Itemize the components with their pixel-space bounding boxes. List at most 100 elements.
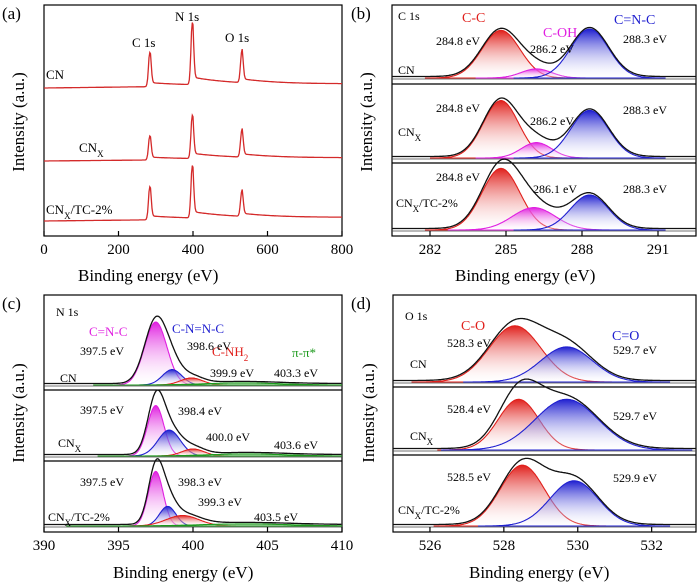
x-tick-label-d-1: 528: [493, 538, 516, 554]
peak-c-cn-4: 403.3 eV: [274, 366, 318, 380]
x-tick-label-b-3: 291: [647, 242, 670, 258]
x-tick-label-c-0: 390: [33, 538, 56, 554]
x-tick-label-d-2: 530: [567, 538, 590, 554]
y-axis-label-a: Intensity (a.u.): [9, 72, 28, 172]
x-ticks-b: 282 285 288 291: [419, 231, 670, 258]
sample-label-b-cnx-tc: CNX/TC-2%: [396, 196, 458, 214]
panel-label-a: (a): [2, 4, 21, 23]
x-axis-label-c: Binding energy (eV): [113, 563, 253, 582]
x-tick-label-c-4: 410: [331, 538, 354, 554]
envelope-d-1: [393, 378, 696, 450]
envelope-b-0: [392, 26, 696, 78]
peak-b-cnx-3: 288.3 eV: [623, 103, 667, 117]
peak-c-cnx-4: 403.6 eV: [274, 438, 318, 452]
peak-b-tc-2: 286.1 eV: [533, 182, 577, 196]
peak-b-tc-1: 284.8 eV: [436, 170, 480, 184]
envelope-b-2: [392, 158, 696, 230]
legend-c-c: C-C: [462, 11, 485, 26]
sample-label-d-cnx: CNX: [410, 429, 434, 447]
peak-c-tc-4: 403.5 eV: [254, 510, 298, 524]
sample-label-c-cnx-tc: CNX/TC-2%: [48, 510, 110, 528]
peak-b-1-2: [513, 109, 666, 159]
peak-d-tc-2: 529.9 eV: [613, 471, 657, 485]
legend-c-nh2: C-NH2: [212, 344, 248, 363]
peak-c-tc-1: 397.5 eV: [80, 475, 124, 489]
x-tick-label-a-4: 800: [331, 242, 354, 258]
y-axis-label-d: Intensity (a.u.): [359, 363, 378, 463]
sample-label-d-cnx-tc: CNX/TC-2%: [398, 503, 460, 521]
x-tick-label-b-0: 282: [419, 242, 442, 258]
fitted-peaks-c: [44, 315, 343, 528]
legend-c-o: C-O: [461, 319, 485, 334]
peak-b-cnx-2: 286.2 eV: [530, 114, 574, 128]
peak-label-o1s: O 1s: [225, 30, 249, 45]
sample-label-a-cnx-tc: CNX/TC-2%: [46, 202, 113, 221]
peak-d-1-1: [441, 398, 693, 451]
sample-label-b-cn: CN: [398, 63, 415, 77]
envelope-d-2: [393, 457, 696, 526]
x-ticks-a: 0 200 400 600 800: [40, 231, 353, 258]
envelope-d-0: [393, 317, 696, 382]
peak-d-0-1: [463, 346, 671, 383]
x-tick-label-a-3: 600: [256, 242, 279, 258]
x-ticks-d: 526 528 530 532: [419, 527, 663, 554]
panel-b: (b) 282 285 288 291 C 1s C-C C-OH C=N-C CN …: [351, 4, 697, 285]
x-tick-label-b-1: 285: [495, 242, 518, 258]
peak-b-cn-1: 284.8 eV: [436, 34, 480, 48]
peak-c-tc-3: 399.3 eV: [198, 495, 242, 509]
survey-spectrum-0: [44, 22, 342, 89]
fitted-peaks-d: [393, 317, 696, 528]
x-tick-label-b-2: 288: [571, 242, 594, 258]
peak-c-tc-2: 398.3 eV: [178, 475, 222, 489]
peak-b-cn-2: 286.2 eV: [530, 42, 574, 56]
fitted-peaks-b: [392, 26, 696, 232]
panel-label-d: (d): [351, 294, 371, 313]
plot-frame-b: [391, 4, 697, 237]
legend-c-oh: C-OH: [543, 26, 577, 41]
x-axis-label-b: Binding energy (eV): [455, 266, 595, 285]
x-tick-label-a-0: 0: [40, 242, 48, 258]
y-axis-label-c: Intensity (a.u.): [9, 363, 28, 463]
peak-c-cn-2: 398.6 eV: [187, 339, 231, 353]
region-label-c: N 1s: [56, 305, 79, 319]
peak-c-cn-3: 399.9 eV: [210, 366, 254, 380]
panel-label-c: (c): [2, 294, 21, 313]
x-axis-label-d: Binding energy (eV): [469, 563, 609, 582]
peak-c-cnx-3: 400.0 eV: [206, 430, 250, 444]
region-label-b: C 1s: [398, 9, 420, 23]
peak-b-2-2: [513, 194, 666, 231]
x-tick-label-a-2: 400: [182, 242, 205, 258]
peak-c-0-3: [93, 382, 343, 386]
peak-c-2-3: [66, 523, 343, 527]
region-label-d: O 1s: [405, 309, 428, 323]
x-tick-label-c-1: 395: [107, 538, 130, 554]
peak-d-cn-1: 528.3 eV: [447, 336, 491, 350]
peak-b-0-2: [513, 28, 666, 79]
legend-c-eq-o: C=O: [612, 329, 639, 344]
peak-label-n1s: N 1s: [175, 9, 199, 24]
envelope-c-2: [44, 458, 342, 526]
peak-d-tc-1: 528.5 eV: [447, 470, 491, 484]
peak-c-cn-1: 397.5 eV: [80, 344, 124, 358]
legend-pi-pi: π-π*: [292, 345, 316, 360]
panel-a: (a) 0 200 400 600 800 CN CNX CNX/TC-2% C 1s …: [2, 4, 353, 285]
legend-c-n-c-c: C=N-C: [89, 324, 127, 339]
spectra-a: [44, 22, 342, 222]
sample-label-d-cn: CN: [410, 357, 427, 371]
x-ticks-c: 390 395 400 405 410: [33, 527, 354, 554]
peak-d-cn-2: 529.7 eV: [613, 343, 657, 357]
peak-d-cnx-1: 528.4 eV: [447, 402, 491, 416]
envelope-c-1: [44, 389, 342, 456]
peak-c-cnx-1: 397.5 eV: [80, 403, 124, 417]
sample-label-c-cn: CN: [60, 371, 77, 385]
peak-d-cnx-2: 529.7 eV: [613, 409, 657, 423]
sample-label-b-cnx: CNX: [398, 125, 422, 143]
x-axis-label-a: Binding energy (eV): [78, 266, 218, 285]
y-axis-label-b: Intensity (a.u.): [357, 72, 376, 172]
peak-c-cnx-2: 398.4 eV: [178, 404, 222, 418]
sample-label-a-cnx: CNX: [79, 140, 104, 159]
panel-label-b: (b): [351, 4, 371, 23]
panel-c: (c) 390 395 400 405 410 N 1s C=N-C C-N=N-C C…: [2, 294, 353, 582]
